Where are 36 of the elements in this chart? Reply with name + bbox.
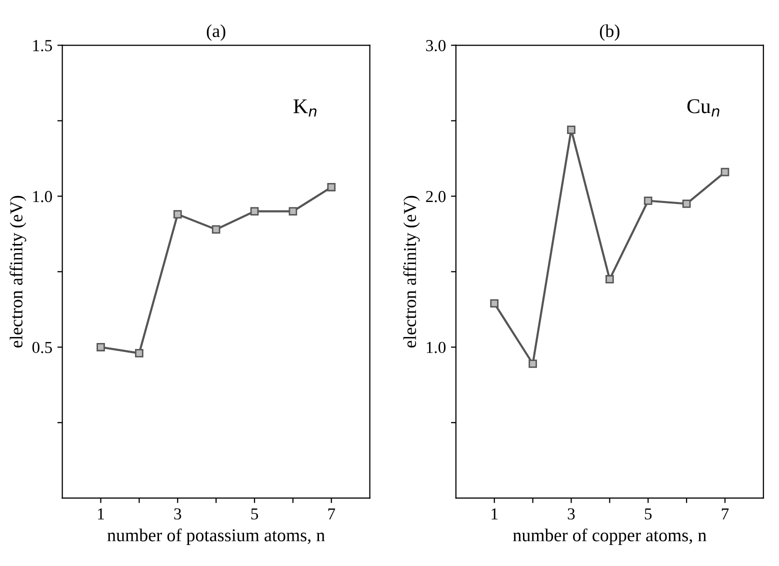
point (135, 349, 144, 358)
y-axis-title: electron affinity (eV) (403, 196, 420, 348)
point (682, 200, 691, 208)
chart-title: (a) (206, 24, 226, 41)
y-tick-label: 1.0 (33, 190, 52, 202)
x-tick-label: 1 (98, 508, 104, 520)
point (720, 168, 730, 176)
y-tick-label: 1.0 (426, 342, 446, 354)
point (173, 210, 182, 218)
y-tick-label: 1.5 (33, 40, 52, 52)
annotation: K$_{n}$ (294, 99, 316, 117)
point (250, 207, 259, 216)
x-axis-title: number of copper atoms, n (513, 528, 706, 546)
x-tick-label: 3 (174, 508, 182, 520)
x-tick-label: 7 (722, 508, 729, 520)
point (606, 275, 614, 284)
point (288, 207, 298, 216)
point (528, 360, 537, 368)
x-tick-label: 3 (568, 508, 575, 520)
y-tick-label: 2.0 (426, 190, 446, 202)
y-axis-title: electron affinity (eV) (10, 196, 26, 348)
x-tick-label: 1 (492, 508, 498, 520)
x-tick-label: 5 (644, 508, 652, 520)
chart-title: (b) (600, 24, 620, 41)
y-tick-label: 3.0 (426, 40, 446, 52)
point (567, 126, 576, 134)
y-tick-label: 0.5 (32, 342, 52, 354)
point (96, 342, 105, 352)
annotation: Cu$_{n}$ (687, 99, 720, 116)
point (490, 299, 499, 308)
point (644, 196, 652, 205)
x-axis-title: number of potassium atoms, n (107, 528, 325, 546)
point (327, 182, 336, 192)
point (212, 225, 220, 234)
x-tick-label: 5 (251, 508, 258, 520)
x-tick-label: 7 (328, 508, 336, 520)
